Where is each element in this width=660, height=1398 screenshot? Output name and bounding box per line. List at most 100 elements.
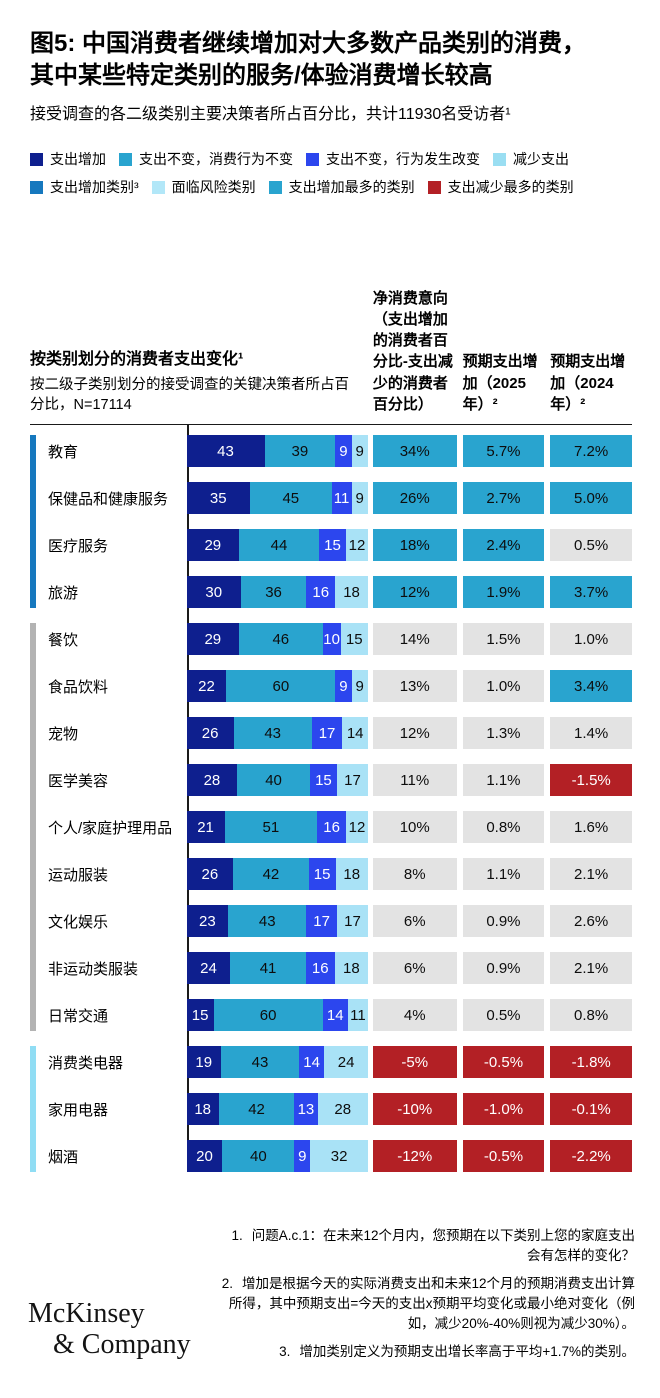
value-cell: 1.4%: [550, 717, 633, 750]
group-indicator: [30, 1046, 36, 1173]
table-row: 医疗服务 29 44 15 12 18% 2.4% 0.5%: [30, 529, 633, 562]
bar-segment: 29: [186, 529, 240, 562]
bar-segment: 28: [317, 1093, 368, 1126]
value-cell: 11%: [372, 764, 457, 797]
bar-segment: 12: [346, 529, 368, 562]
value-cell: -1.8%: [550, 1046, 633, 1079]
bar-segment: 14: [342, 717, 368, 750]
bar-segment: 9: [351, 435, 368, 468]
value-cell: 0.5%: [550, 529, 633, 562]
legend-item-label: 减少支出: [513, 151, 569, 168]
figure-title-line1: 图5: 中国消费者继续增加对大多数产品类别的消费，: [30, 30, 587, 57]
value-cell: 2.4%: [462, 529, 545, 562]
bar-segment: 11: [331, 482, 352, 515]
value-cell: 1.1%: [462, 764, 545, 797]
legend-item-label: 面临风险类别: [171, 179, 256, 196]
bar-segment: 20: [186, 1140, 223, 1173]
footnote-2: 2. 增加是根据今天的实际消费支出和未来12个月的预期消费支出计算所得，其中预期支…: [221, 1274, 635, 1333]
bar-segment: 15: [309, 764, 338, 797]
value-cell: 1.3%: [462, 717, 545, 750]
bar-segment: 35: [186, 482, 250, 515]
bar-segment: 17: [306, 905, 338, 938]
chart-rows: 教育 43 39 9 9 34% 5.7% 7.2% 保健品和健康服务 35 45 11 9 26% 2.7…: [30, 425, 633, 1173]
category-label: 餐饮: [48, 631, 79, 649]
legend-item-label: 支出不变，行为发生改变: [326, 151, 480, 168]
value-cell: 1.6%: [550, 811, 633, 844]
value-cell: 13%: [372, 670, 457, 703]
category-label: 医学美容: [48, 772, 109, 790]
bar-segment: 40: [222, 1140, 295, 1173]
category-label: 非运动类服装: [48, 960, 139, 978]
bar-segment: 45: [249, 482, 332, 515]
table-row: 烟酒 20 40 9 32 -12% -0.5% -2.2%: [30, 1140, 633, 1173]
category-label: 烟酒: [48, 1148, 79, 1166]
value-cell: 2.6%: [550, 905, 633, 938]
table-row: 旅游 30 36 16 18 12% 1.9% 3.7%: [30, 576, 633, 609]
bar-segment: 13: [294, 1093, 318, 1126]
category-group-2: 餐饮 29 46 10 15 14% 1.5% 1.0% 食品饮料 22 60 9 9 13% 1.0% 3.…: [30, 623, 633, 1032]
bar-segment: 42: [233, 858, 309, 891]
legend-item: 支出不变，消费行为不变: [119, 149, 293, 169]
legend-item: 支出增加最多的类别: [268, 177, 415, 197]
legend: 支出增加 支出不变，消费行为不变 支出不变，行为发生改变 减少支出 支出增加类别…: [30, 149, 632, 197]
category-label: 消费类电器: [48, 1054, 124, 1072]
table-row: 日常交通 15 60 14 11 4% 0.5% 0.8%: [30, 999, 633, 1032]
bar-segment: 60: [213, 999, 323, 1032]
table-row: 食品饮料 22 60 9 9 13% 1.0% 3.4%: [30, 670, 633, 703]
figure-subtitle: 接受调查的各二级类别主要决策者所占百分比，共计11930名受访者¹: [30, 106, 511, 124]
table-row: 运动服装 26 42 15 18 8% 1.1% 2.1%: [30, 858, 633, 891]
stacked-bar: 26 42 15 18: [186, 858, 368, 891]
table-row: 宠物 26 43 17 14 12% 1.3% 1.4%: [30, 717, 633, 750]
bar-segment: 9: [335, 435, 352, 468]
bar-segment: 42: [218, 1093, 295, 1126]
bar-segment: 9: [294, 1140, 311, 1173]
stacked-bar: 24 41 16 18: [186, 952, 368, 985]
bar-segment: 40: [237, 764, 310, 797]
value-cell: -1.0%: [462, 1093, 545, 1126]
legend-swatch-icon: [493, 152, 506, 166]
legend-item-label: 支出不变，消费行为不变: [139, 151, 293, 168]
value-cell: 1.0%: [462, 670, 545, 703]
bar-segment: 16: [317, 811, 347, 844]
value-cell: 12%: [372, 576, 457, 609]
logo-line1: McKinsey: [28, 1298, 145, 1329]
table-row: 非运动类服装 24 41 16 18 6% 0.9% 2.1%: [30, 952, 633, 985]
value-cell: 0.9%: [462, 952, 545, 985]
chart-left-header: 按类别划分的消费者支出变化¹ 按二级子类别划分的接受调查的关键决策者所占百分比，…: [30, 345, 368, 416]
category-label: 保健品和健康服务: [48, 490, 169, 508]
stacked-bar: 28 40 15 17: [186, 764, 368, 797]
header-divider: [30, 424, 632, 426]
value-cell: 7.2%: [550, 435, 633, 468]
legend-item-label: 支出增加类别³: [50, 179, 139, 196]
category-label: 文化娱乐: [48, 913, 109, 931]
column-header-net-intent: 净消费意向（支出增加的消费者百分比-支出减少的消费者百分比）: [372, 289, 453, 414]
value-cell: 3.4%: [550, 670, 633, 703]
category-label: 教育: [48, 443, 79, 461]
table-row: 医学美容 28 40 15 17 11% 1.1% -1.5%: [30, 764, 633, 797]
column-headers: 按类别划分的消费者支出变化¹ 按二级子类别划分的接受调查的关键决策者所占百分比，…: [30, 227, 632, 415]
value-cell: 5.0%: [550, 482, 633, 515]
value-cell: 8%: [372, 858, 457, 891]
value-cell: 6%: [372, 905, 457, 938]
category-label: 医疗服务: [48, 537, 109, 555]
bar-segment: 43: [186, 435, 265, 468]
group-indicator: [30, 435, 36, 609]
value-cell: 3.7%: [550, 576, 633, 609]
category-group-3: 消费类电器 19 43 14 24 -5% -0.5% -1.8% 家用电器 18 42 13 28 -1…: [30, 1046, 633, 1173]
bar-segment: 28: [186, 764, 238, 797]
chart-left-subtitle: 按二级子类别划分的接受调查的关键决策者所占百分比，N=17114: [30, 376, 349, 414]
bar-segment: 24: [324, 1046, 368, 1079]
bar-segment: 51: [224, 811, 318, 844]
bar-segment: 18: [334, 952, 368, 985]
legend-item-label: 支出增加: [50, 151, 106, 168]
category-label: 运动服装: [48, 866, 109, 884]
stacked-bar: 19 43 14 24: [186, 1046, 368, 1079]
footnote-1: 1. 问题A.c.1：在未来12个月内，您预期在以下类别上您的家庭支出会有怎样的变…: [221, 1226, 635, 1265]
bar-segment: 18: [186, 1093, 219, 1126]
legend-item: 支出减少最多的类别: [427, 177, 574, 197]
table-row: 文化娱乐 23 43 17 17 6% 0.9% 2.6%: [30, 905, 633, 938]
bar-segment: 23: [186, 905, 229, 938]
legend-swatch-icon: [306, 152, 319, 166]
value-cell: 12%: [372, 717, 457, 750]
stacked-bar: 35 45 11 9: [186, 482, 368, 515]
